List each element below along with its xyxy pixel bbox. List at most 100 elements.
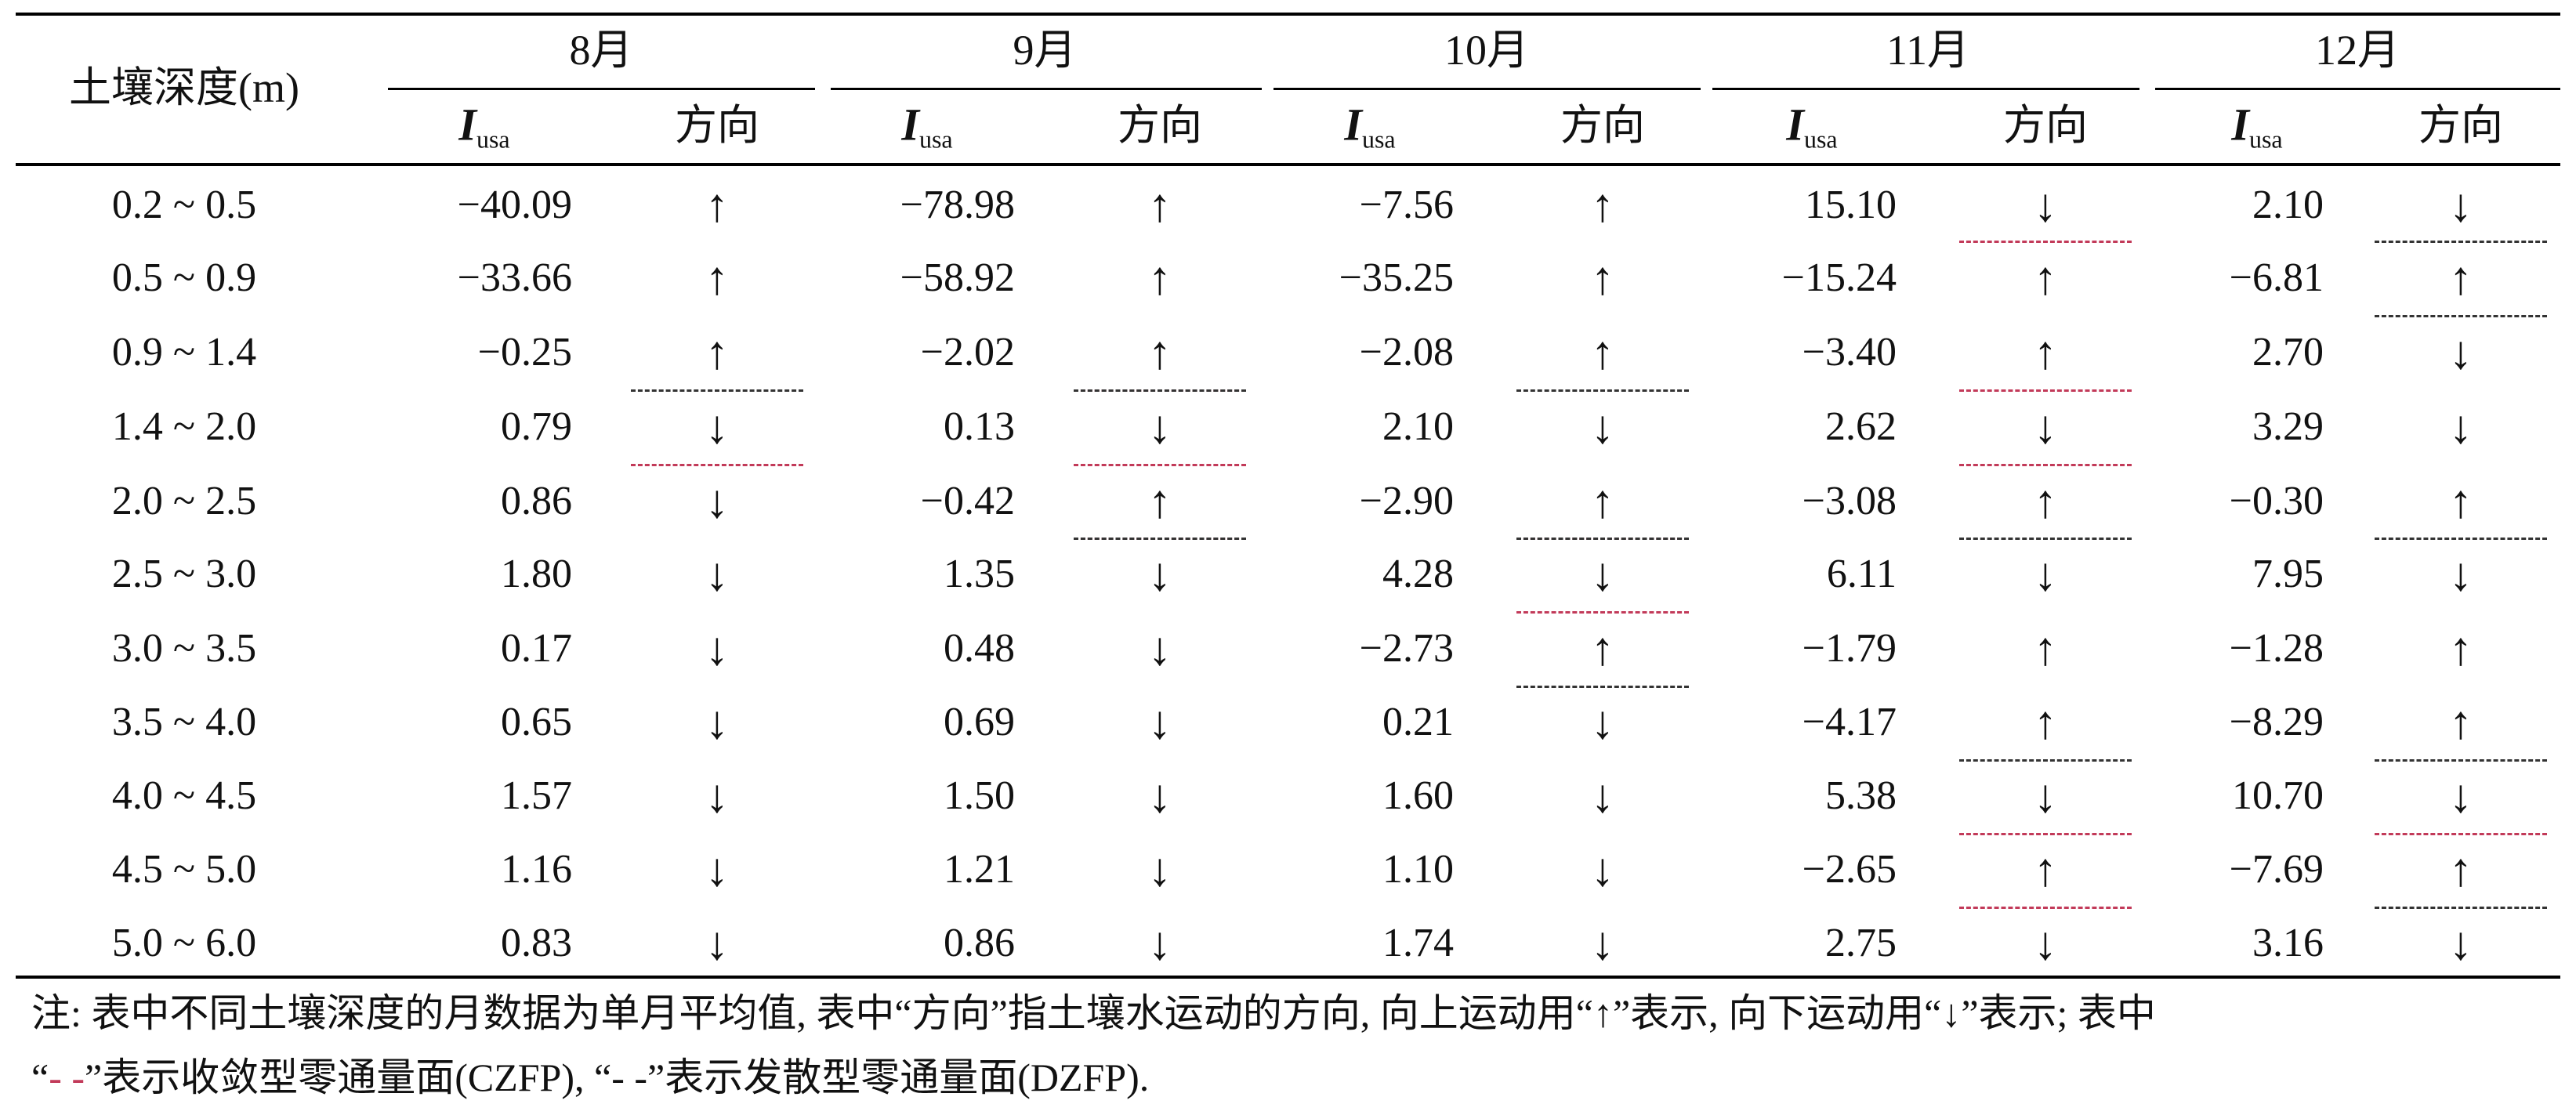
down-arrow-icon: ↓ xyxy=(1148,844,1172,896)
month-underline-9 xyxy=(831,88,1262,90)
down-arrow-icon: ↓ xyxy=(2449,179,2473,231)
top-rule xyxy=(16,13,2560,16)
iusa-column-header: Iusa xyxy=(2231,99,2283,154)
month-underline-11 xyxy=(1712,88,2139,90)
down-arrow-icon: ↓ xyxy=(1148,697,1172,748)
czfp-dashed-line xyxy=(2375,833,2547,835)
iusa-value-cell: 15.10 xyxy=(1805,183,1897,227)
month-header: 10月 xyxy=(1444,27,1529,74)
iusa-value-cell: 2.75 xyxy=(1825,921,1897,965)
iusa-value-cell: −33.66 xyxy=(457,255,572,300)
dzfp-dashed-line xyxy=(2375,315,2547,317)
iusa-value-cell: 1.35 xyxy=(944,552,1015,596)
iusa-value-cell: −2.08 xyxy=(1359,330,1454,375)
iusa-value-cell: 2.10 xyxy=(2252,183,2324,227)
iusa-value-cell: 10.70 xyxy=(2232,773,2324,818)
iusa-value-cell: −3.40 xyxy=(1802,330,1897,375)
iusa-value-cell: 3.16 xyxy=(2252,921,2324,965)
iusa-value-cell: 0.83 xyxy=(501,921,572,965)
iusa-value-cell: 2.10 xyxy=(1382,404,1454,449)
up-arrow-icon: ↑ xyxy=(705,327,729,378)
down-arrow-icon: ↓ xyxy=(2449,770,2473,822)
iusa-value-cell: 0.21 xyxy=(1382,700,1454,744)
iusa-value-cell: 5.38 xyxy=(1825,773,1897,818)
note-text-2: ”表示收敛型零通量面(CZFP), “- -”表示发散型零通量面(DZFP). xyxy=(85,1055,1150,1099)
down-arrow-icon: ↓ xyxy=(1148,918,1172,969)
direction-column-header: 方向 xyxy=(2003,102,2088,149)
down-arrow-icon: ↓ xyxy=(2034,179,2057,231)
iusa-value-cell: −1.28 xyxy=(2229,626,2324,671)
iusa-column-header: Iusa xyxy=(1786,99,1838,154)
iusa-value-cell: 2.70 xyxy=(2252,330,2324,375)
up-arrow-icon: ↑ xyxy=(2449,623,2473,675)
up-arrow-icon: ↑ xyxy=(1148,327,1172,378)
dzfp-dashed-line xyxy=(1959,759,2132,762)
up-arrow-icon: ↑ xyxy=(1591,179,1614,231)
down-arrow-icon: ↓ xyxy=(1148,401,1172,453)
month-underline-8 xyxy=(388,88,815,90)
down-arrow-icon: ↓ xyxy=(1591,918,1614,969)
iusa-column-header: Iusa xyxy=(1344,99,1396,154)
down-arrow-icon: ↓ xyxy=(2034,548,2057,600)
direction-column-header: 方向 xyxy=(2418,102,2503,149)
iusa-value-cell: 0.48 xyxy=(944,626,1015,671)
month-header: 12月 xyxy=(2315,27,2400,74)
iusa-value-cell: 0.86 xyxy=(501,479,572,523)
iusa-value-cell: 2.62 xyxy=(1825,404,1897,449)
down-arrow-icon: ↓ xyxy=(705,623,729,675)
direction-column-header: 方向 xyxy=(1560,102,1645,149)
dzfp-dashed-line xyxy=(2375,538,2547,540)
month-underline-10 xyxy=(1274,88,1701,90)
iusa-value-cell: −6.81 xyxy=(2229,255,2324,300)
dzfp-dashed-line xyxy=(2375,241,2547,243)
depth-column-header: 土壤深度(m) xyxy=(69,64,299,111)
down-arrow-icon: ↓ xyxy=(1591,548,1614,600)
down-arrow-icon: ↓ xyxy=(1591,697,1614,748)
down-arrow-icon: ↓ xyxy=(1148,548,1172,600)
header-bottom-rule xyxy=(16,163,2560,166)
up-arrow-icon: ↑ xyxy=(2449,844,2473,896)
czfp-dashed-line xyxy=(631,464,803,466)
month-underline-12 xyxy=(2155,88,2560,90)
dzfp-dashed-line xyxy=(631,389,803,392)
depth-cell: 4.0 ~ 4.5 xyxy=(111,773,257,818)
up-arrow-icon: ↑ xyxy=(1148,476,1172,527)
depth-cell: 5.0 ~ 6.0 xyxy=(111,921,257,965)
depth-cell: 1.4 ~ 2.0 xyxy=(111,404,257,449)
iusa-column-header: Iusa xyxy=(901,99,953,154)
iusa-value-cell: 1.16 xyxy=(501,847,572,892)
up-arrow-icon: ↑ xyxy=(2449,697,2473,748)
month-header: 11月 xyxy=(1886,27,1969,74)
depth-cell: 3.5 ~ 4.0 xyxy=(111,700,257,744)
month-header: 9月 xyxy=(1013,27,1077,74)
down-arrow-icon: ↓ xyxy=(705,548,729,600)
iusa-value-cell: 1.50 xyxy=(944,773,1015,818)
dzfp-dashed-line xyxy=(1516,538,1689,540)
depth-cell: 2.5 ~ 3.0 xyxy=(111,552,257,596)
iusa-value-cell: −0.25 xyxy=(477,330,572,375)
note-text-1: 注: 表中不同土壤深度的月数据为单月平均值, 表中“方向”指土壤水运动的方向, … xyxy=(31,991,2156,1035)
czfp-dashed-line xyxy=(1959,389,2132,392)
down-arrow-icon: ↓ xyxy=(1591,401,1614,453)
iusa-value-cell: 0.17 xyxy=(501,626,572,671)
depth-cell: 0.2 ~ 0.5 xyxy=(111,183,257,227)
direction-column-header: 方向 xyxy=(675,102,759,149)
up-arrow-icon: ↑ xyxy=(1148,179,1172,231)
down-arrow-icon: ↓ xyxy=(705,697,729,748)
down-arrow-icon: ↓ xyxy=(705,844,729,896)
iusa-value-cell: 1.57 xyxy=(501,773,572,818)
down-arrow-icon: ↓ xyxy=(705,476,729,527)
down-arrow-icon: ↓ xyxy=(2034,770,2057,822)
czfp-dashed-line xyxy=(1959,833,2132,835)
iusa-value-cell: 0.13 xyxy=(944,404,1015,449)
iusa-value-cell: 0.86 xyxy=(944,921,1015,965)
iusa-value-cell: 0.65 xyxy=(501,700,572,744)
iusa-value-cell: 1.60 xyxy=(1382,773,1454,818)
up-arrow-icon: ↑ xyxy=(2034,252,2057,304)
down-arrow-icon: ↓ xyxy=(2449,327,2473,378)
dzfp-dashed-line xyxy=(1516,389,1689,392)
down-arrow-icon: ↓ xyxy=(705,401,729,453)
up-arrow-icon: ↑ xyxy=(2034,697,2057,748)
down-arrow-icon: ↓ xyxy=(705,918,729,969)
